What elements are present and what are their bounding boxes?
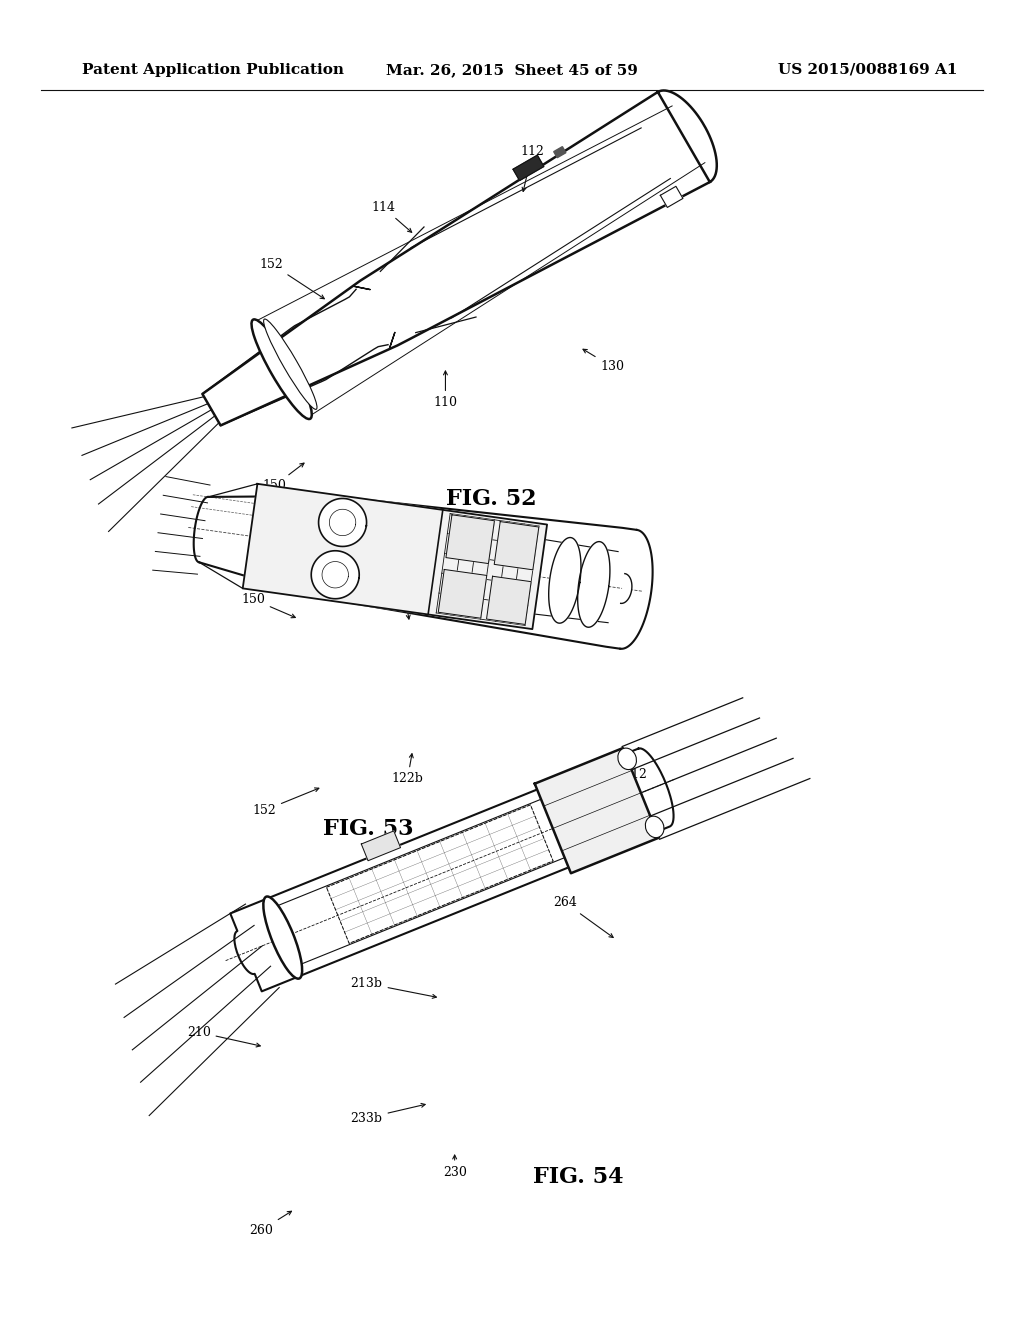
Text: 264: 264 — [553, 896, 613, 937]
Polygon shape — [554, 147, 566, 157]
Polygon shape — [311, 550, 359, 599]
Ellipse shape — [252, 319, 311, 418]
Text: 114: 114 — [371, 201, 412, 232]
Text: 150: 150 — [241, 593, 295, 618]
Text: US 2015/0088169 A1: US 2015/0088169 A1 — [778, 63, 957, 77]
Text: 260: 260 — [249, 1212, 292, 1237]
Text: Mar. 26, 2015  Sheet 45 of 59: Mar. 26, 2015 Sheet 45 of 59 — [386, 63, 638, 77]
Text: FIG. 53: FIG. 53 — [324, 818, 414, 840]
Text: 210: 210 — [186, 1026, 260, 1047]
Polygon shape — [230, 748, 674, 991]
Text: 156: 156 — [393, 593, 418, 619]
Text: 112: 112 — [616, 752, 647, 781]
Polygon shape — [361, 830, 400, 861]
Polygon shape — [203, 91, 717, 425]
Text: 213b: 213b — [350, 977, 436, 998]
Polygon shape — [438, 569, 486, 618]
Text: FIG. 54: FIG. 54 — [534, 1167, 624, 1188]
Polygon shape — [549, 537, 581, 623]
Polygon shape — [578, 541, 610, 627]
Polygon shape — [495, 521, 539, 570]
Ellipse shape — [645, 816, 664, 838]
Ellipse shape — [263, 319, 317, 409]
Text: 122a: 122a — [504, 593, 535, 616]
Polygon shape — [199, 496, 652, 649]
Ellipse shape — [617, 748, 637, 770]
Text: 230: 230 — [442, 1155, 467, 1179]
Text: 152: 152 — [259, 257, 325, 298]
Ellipse shape — [263, 896, 302, 978]
Polygon shape — [445, 515, 495, 564]
Polygon shape — [621, 574, 632, 603]
Text: 110: 110 — [433, 371, 458, 409]
Polygon shape — [660, 186, 683, 207]
Text: 110: 110 — [568, 770, 593, 804]
Text: 130: 130 — [583, 350, 625, 374]
Text: 122b: 122b — [391, 754, 424, 785]
Polygon shape — [486, 577, 531, 624]
Polygon shape — [513, 156, 544, 181]
Text: FIG. 52: FIG. 52 — [446, 488, 537, 510]
Text: 112: 112 — [520, 145, 545, 191]
Text: 233b: 233b — [350, 1104, 425, 1125]
Polygon shape — [535, 748, 659, 874]
Text: Patent Application Publication: Patent Application Publication — [82, 63, 344, 77]
Text: 152: 152 — [252, 788, 318, 817]
Text: 150: 150 — [262, 463, 304, 492]
Polygon shape — [243, 484, 547, 630]
Polygon shape — [318, 499, 367, 546]
